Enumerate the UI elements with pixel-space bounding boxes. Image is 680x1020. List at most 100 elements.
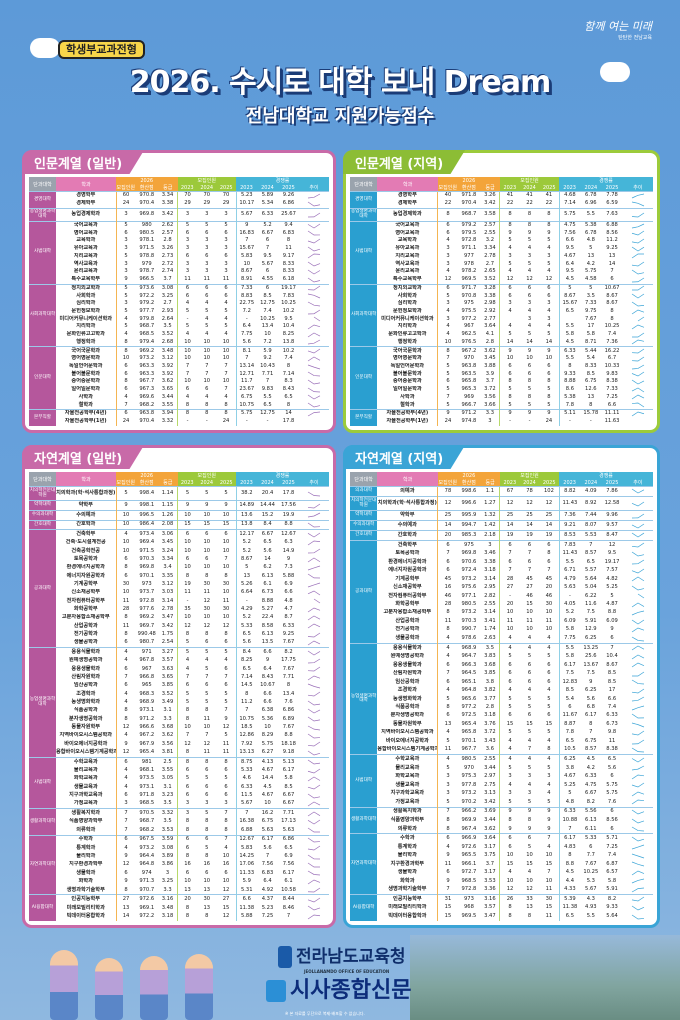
grade-2026-cell: 3.34 (484, 245, 496, 252)
competition-2024-cell: 5.9 (257, 346, 278, 356)
quota-2026-cell: 5 (115, 307, 136, 316)
trend-cell (299, 230, 329, 238)
column-header: 2024 (519, 479, 540, 487)
recruit-2023-cell: 4 (499, 686, 520, 695)
quota-2026-cell: 6 (115, 362, 136, 371)
department-cell: 정치외교학과 (377, 283, 438, 293)
recruit-2024-cell: 8 (527, 393, 532, 400)
competition-2024-cell: 5.36 (261, 715, 274, 722)
competition-2024-cell: 8.57 (585, 550, 597, 557)
college-cell: 간호대학 (29, 519, 56, 530)
trend-line (307, 379, 321, 385)
competition-2023-cell: 9.33 (558, 370, 581, 379)
trend-cell (299, 732, 329, 740)
trend-cell (623, 653, 653, 661)
recruit-2024-cell: 12 (203, 597, 211, 604)
trend-sparkline (631, 193, 644, 199)
competition-2024-cell: 7.5 (586, 670, 595, 677)
trend-cell (623, 237, 653, 245)
column-header: 2025 (278, 184, 299, 192)
competition-2023-cell: 6.33 (235, 783, 257, 792)
grade-2026-cell: 2.08 (158, 519, 178, 530)
table-panel-science-regional: 자연계열 (지역) 단과대학 학과 2026 모집인원 경쟁률 모집인원 환산점 등급 2023 2… (343, 445, 660, 928)
recruit-2024-cell: 8 (205, 826, 209, 833)
table-row: 토목공학과 7 969.8 3.46 7 7 8 11.43 8.57 9.5 (350, 549, 653, 559)
quota-2026-cell: 7 (437, 885, 458, 895)
trend-cell (299, 292, 329, 300)
recruit-2023-cell: 6 (177, 283, 197, 293)
department-cell: 지구과학교육과 (69, 792, 103, 799)
competition-2025-cell: 9.25 (282, 631, 295, 637)
table-row: 경제학부 24 970.4 3.38 29 29 29 10.17 5.34 6.86 (29, 199, 329, 209)
table-row: 미디어커뮤니케이션학과 4 979.8 2.64-4 4-10.25 9.5 (29, 315, 329, 324)
competition-2025-cell: 8.8 (607, 609, 617, 616)
competition-2023-cell: 6.09 (558, 617, 581, 626)
recruit-2023-cell: 4 (499, 267, 520, 276)
department-cell: 의류학과 (397, 825, 417, 832)
score-2026-cell: 979.8 (139, 315, 155, 322)
recruit-2024-cell: 19 (519, 530, 540, 541)
recruit-2023-cell: 10 (177, 563, 197, 573)
quota-2026-cell: 8 (115, 346, 136, 356)
trend-cell (299, 904, 329, 912)
score-2026-cell: 971.2 (139, 715, 155, 722)
competition-2023-cell: 4.4 (558, 876, 581, 886)
quota-2026-cell: 8 (437, 608, 458, 618)
trend-cell (623, 695, 653, 703)
trend-sparkline (631, 309, 644, 314)
table-row: 사회학과 5 970.8 3.38 6 6 6 8.67 3.5 8.67 (350, 292, 653, 301)
trend-sparkline (307, 716, 321, 722)
competition-2025-cell: 6.5 (284, 393, 293, 400)
recruit-2025-cell: 7 (224, 370, 228, 377)
score-2026-cell: 969.7 (139, 622, 155, 629)
department-cell: 에너지자원공학과 (388, 567, 427, 574)
quota-2026-cell: 46 (437, 591, 458, 601)
trend-sparkline (307, 309, 321, 314)
trend-cell (299, 580, 329, 588)
recruit-2025-cell: 11 (222, 597, 230, 604)
trend-sparkline (631, 887, 644, 893)
trend-line (631, 246, 644, 252)
trend-sparkline (631, 568, 645, 574)
competition-2024-cell: 5.56 (580, 806, 602, 817)
column-header: 2023 (236, 479, 257, 487)
grade-2026-cell: 3.55 (161, 401, 174, 408)
grade-2026-cell: 3.42 (158, 207, 178, 222)
quota-2026-cell: 6 (437, 566, 458, 575)
competition-2023-cell: 11.38 (235, 903, 257, 913)
trend-sparkline (307, 540, 321, 546)
department-cell: 식품공학과 (395, 704, 420, 711)
score-2026-cell: 980.5 (139, 229, 155, 236)
recruit-2023-cell: 10 (177, 723, 197, 732)
competition-2024-cell: 6.75 (261, 818, 274, 825)
competition-2023-cell (558, 315, 581, 324)
competition-2024-cell: 6.67 (585, 790, 597, 797)
quota-2026-cell: 11 (437, 617, 458, 626)
grade-2026-cell: 3.34 (161, 556, 174, 563)
competition-2025-cell: 9.33 (606, 904, 618, 911)
competition-2023-cell: 8 (235, 690, 257, 699)
recruit-2023-cell: 6 (177, 292, 197, 301)
recruit-2024-cell: 8 (527, 816, 532, 823)
trend-cell (299, 509, 329, 521)
competition-2024-cell: 7.2 (263, 338, 272, 345)
recruit-2025-cell: 7 (216, 808, 236, 818)
department-cell: 전자컴퓨터공학부 (66, 597, 105, 604)
trend-sparkline (631, 791, 644, 797)
trend-sparkline (631, 379, 644, 385)
trend-sparkline (637, 593, 645, 599)
recruit-2023-cell: 10 (499, 625, 520, 635)
department-cell: 특수교육학부 (71, 275, 101, 282)
competition-2025-cell: 6.67 (282, 792, 295, 799)
table-row: 지역바이오시스템공학과 4 965.8 3.72 5 5 5 7.8 7 9.8 (350, 728, 653, 738)
recruit-2025-cell: 6 (224, 229, 228, 236)
table-row: 불어불문학과 6 963.3 3.92 7 7 7 12.71 7.71 7.14 (29, 370, 329, 379)
competition-2025-cell: 17 (608, 687, 616, 694)
recruit-2025-cell: 41 (539, 190, 560, 200)
trend-line (631, 627, 644, 633)
table-row: 중어중문학과 6 965.8 3.7 8 8 8 8.88 6.75 8.38 (350, 378, 653, 386)
competition-2025-cell: 7.3 (284, 564, 293, 571)
competition-2025-cell: 8.67 (606, 661, 618, 668)
competition-2023-cell: 38.2 (235, 485, 257, 501)
department-cell: 영어영문학과 (71, 355, 101, 362)
